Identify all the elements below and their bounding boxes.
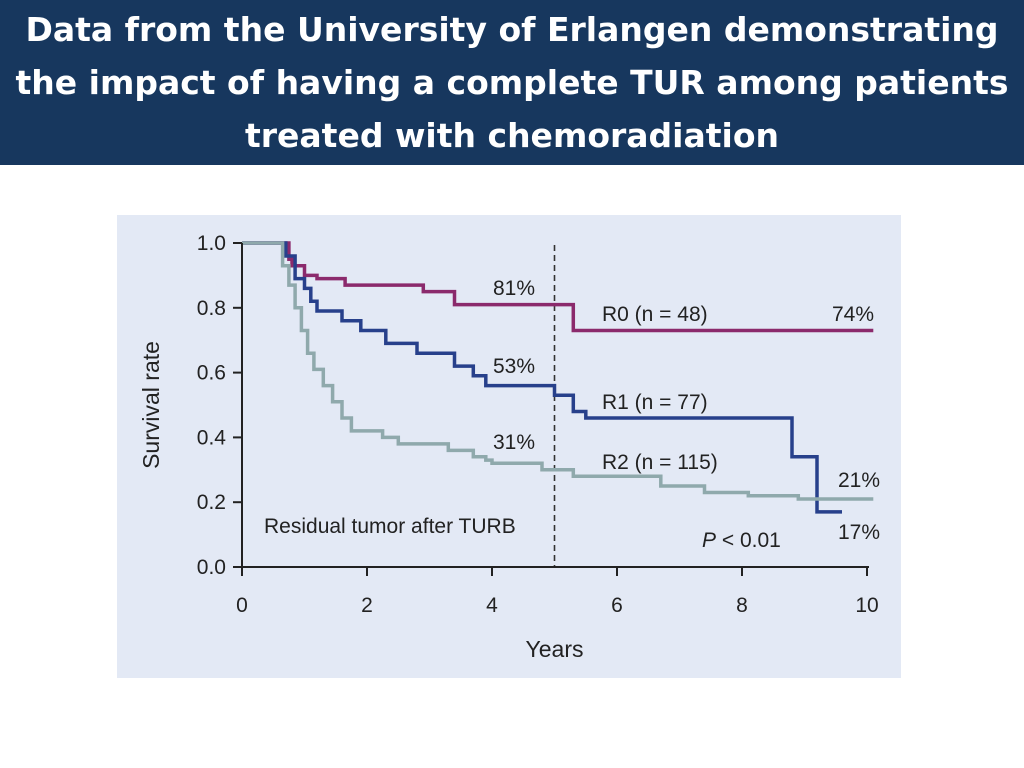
y-tick-label: 1.0 [197,232,226,255]
y-tick-label: 0.8 [197,297,226,320]
end-percent-r1: 17% [838,521,880,544]
five-year-percent-r0: 81% [493,277,535,300]
p-value: P < 0.01 [702,529,781,552]
panel-caption: Residual tumor after TURB [264,515,516,538]
series-label-r2: R2 (n = 115) [602,451,718,474]
five-year-percent-r2: 31% [493,431,535,454]
series-line-r2 [242,241,874,501]
x-axis-title: Years [526,636,584,662]
series-label-r0: R0 (n = 48) [602,303,708,326]
chart-panel: 0.0 0.2 0.4 0.6 0.8 1.0 0 2 4 6 8 10 Years Survival r… [117,215,901,678]
x-tick-label: 4 [486,594,498,617]
slide-title: Data from the University of Erlangen dem… [0,0,1024,165]
series-line-r0 [242,241,874,333]
series-label-r1: R1 (n = 77) [602,391,708,414]
title-line-2: the impact of having a complete TUR amon… [15,63,1009,102]
y-tick-label: 0.6 [197,362,226,385]
y-tick-label: 0.2 [197,491,226,514]
p-value-threshold: < 0.01 [716,529,781,552]
survival-chart: 0.0 0.2 0.4 0.6 0.8 1.0 0 2 4 6 8 10 Years Survival r… [138,232,880,662]
series-line-r1 [242,241,842,514]
y-tick-label: 0.4 [197,426,227,449]
y-tick-label: 0.0 [197,556,226,579]
x-tick-label: 8 [736,594,748,617]
x-tick-label: 10 [855,594,878,617]
end-percent-r2: 21% [838,469,880,492]
end-percent-r0: 74% [832,303,874,326]
x-tick-label: 0 [236,594,248,617]
x-tick-label: 2 [361,594,373,617]
p-value-symbol: P [702,529,716,552]
title-line-1: Data from the University of Erlangen dem… [25,10,999,49]
title-line-3: treated with chemoradiation [244,116,779,155]
x-tick-label: 6 [611,594,623,617]
five-year-percent-r1: 53% [493,355,535,378]
y-axis-title: Survival rate [138,341,164,469]
